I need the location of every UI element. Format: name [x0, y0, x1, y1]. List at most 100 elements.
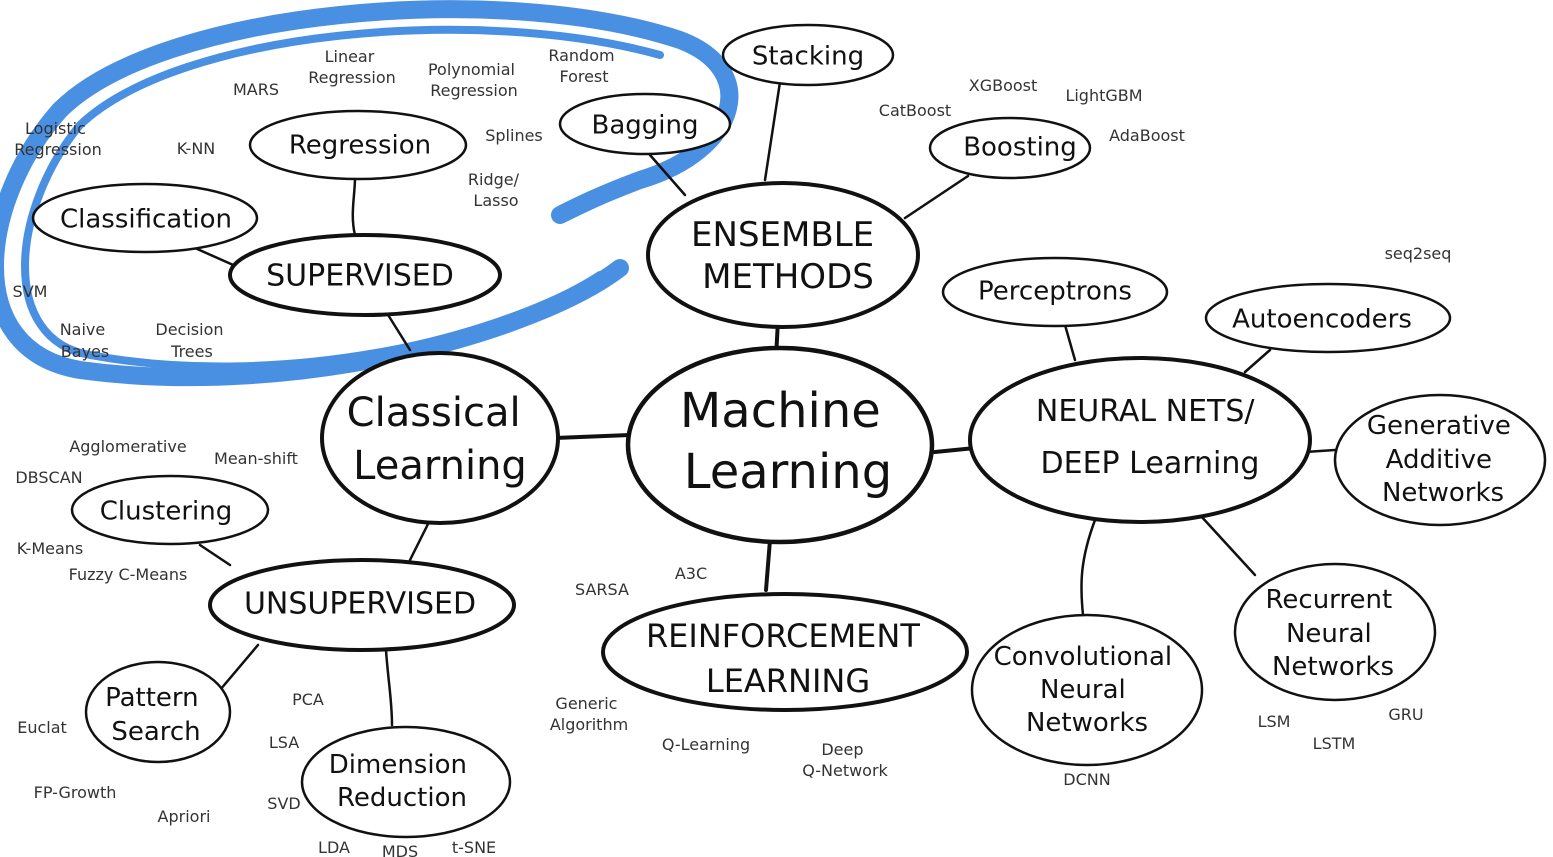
- leaf-splines: Splines: [485, 126, 543, 145]
- leaf-decision-trees: Decision Trees: [155, 320, 228, 361]
- center-node-shape: [625, 345, 935, 545]
- cnn-line-2: Neural: [1040, 675, 1126, 705]
- leaf-linear-regression: Linear Regression: [308, 47, 396, 87]
- leaf-q-learning-line-1: Q-Learning: [662, 735, 750, 754]
- dimension-reduction-node-shape: [300, 725, 512, 839]
- center-node-label: Machine Learning: [680, 383, 896, 500]
- cnn-line-3: Networks: [1026, 708, 1148, 738]
- leaf-ridge-lasso: Ridge/ Lasso: [468, 170, 524, 210]
- stacking-node-shape: [721, 23, 895, 87]
- leaf-euclat: Euclat: [17, 718, 67, 737]
- leaf-generic-line-2: Algorithm: [550, 715, 628, 734]
- reinforcement-label-line-2: LEARNING: [706, 662, 870, 700]
- boosting-node-shape: [928, 116, 1092, 180]
- leaf-gru-line-1: GRU: [1388, 705, 1423, 724]
- leaf-ridge-line-1: Ridge/: [468, 170, 520, 189]
- classification-node-shape: [31, 182, 259, 254]
- leaf-linear-line-1: Linear: [325, 47, 375, 66]
- leaf-pca-line-1: PCA: [292, 690, 324, 709]
- leaf-fp-growth-line-1: FP-Growth: [34, 783, 117, 802]
- reinforcement-label-line-1: REINFORCEMENT: [646, 617, 920, 655]
- leaf-svm: SVM: [13, 282, 48, 301]
- link-neural-cnn: [1080, 518, 1097, 617]
- classical-label-line-1: Classical: [347, 390, 521, 436]
- leaf-naive-line-2: Bayes: [61, 342, 109, 361]
- link-neural-autoencoders: [1243, 348, 1272, 374]
- classical-label-line-2: Learning: [353, 443, 527, 489]
- leaf-a3c: A3C: [675, 564, 707, 583]
- leaf-lstm-line-1: LSTM: [1313, 734, 1356, 753]
- leaf-tsne-line-1: t-SNE: [452, 838, 496, 857]
- leaf-sarsa: SARSA: [575, 580, 629, 599]
- links: [193, 80, 1337, 727]
- classification-node-label: Classification: [60, 205, 232, 235]
- leaf-xgboost: XGBoost: [969, 76, 1038, 95]
- rnn-line-1: Recurrent: [1266, 585, 1393, 615]
- supervised-node-shape: [228, 233, 502, 317]
- leaf-polynomial-line-2: Regression: [430, 81, 518, 100]
- gan-line-1: Generative: [1367, 411, 1511, 441]
- leaf-xgboost-line-1: XGBoost: [969, 76, 1038, 95]
- boosting-node-label: Boosting: [963, 133, 1077, 163]
- link-center-reinforcement: [764, 538, 772, 592]
- leaf-random-forest-line-1: Random: [548, 46, 614, 65]
- leaf-tsne: t-SNE: [452, 838, 496, 857]
- leaf-euclat-line-1: Euclat: [17, 718, 67, 737]
- bagging-node-shape: [558, 92, 732, 156]
- leaf-apriori-line-1: Apriori: [158, 807, 211, 826]
- regression-node-shape: [248, 109, 468, 181]
- leaf-lsa-line-1: LSA: [269, 733, 299, 752]
- pattern-search-node-label: Pattern Search: [105, 683, 207, 747]
- ensemble-node-label: ENSEMBLE METHODS: [691, 215, 885, 297]
- gan-node-shape: [1333, 393, 1547, 527]
- perceptrons-node-shape: [941, 256, 1169, 328]
- leaf-naive-bayes: Naive Bayes: [60, 320, 111, 361]
- dimension-reduction-node-label: Dimension Reduction: [329, 750, 475, 813]
- leaf-random-forest: Random Forest: [548, 46, 619, 86]
- leaf-lda: LDA: [318, 838, 350, 857]
- pattern-search-line-1: Pattern: [105, 683, 199, 713]
- leaf-generic-line-1: Generic: [555, 694, 617, 713]
- leaf-svd: SVD: [267, 794, 300, 813]
- leaf-lightgbm-line-1: LightGBM: [1065, 86, 1142, 105]
- link-center-classical: [553, 433, 632, 440]
- link-ensemble-stacking: [763, 80, 782, 182]
- leaf-labels: MARS Linear Regression Polynomial Regres…: [13, 46, 1452, 857]
- center-label-line-1: Machine: [680, 383, 881, 439]
- link-classical-supervised: [383, 308, 412, 352]
- dimension-reduction-line-1: Dimension: [329, 750, 467, 780]
- leaf-lstm: LSTM: [1313, 734, 1356, 753]
- link-neural-rnn: [1198, 513, 1257, 577]
- rnn-node-label: Recurrent Neural Networks: [1266, 585, 1401, 682]
- link-unsupervised-clustering: [198, 543, 232, 567]
- center-label-line-2: Learning: [684, 444, 892, 500]
- reinforcement-node-shape: [601, 592, 969, 712]
- leaf-deep-q-line-1: Deep: [821, 740, 863, 759]
- ensemble-node-shape: [646, 181, 920, 329]
- link-unsupervised-pattern: [218, 643, 260, 692]
- leaf-seq2seq: seq2seq: [1385, 244, 1452, 263]
- gan-node-label: Generative Additive Networks: [1367, 411, 1519, 508]
- leaf-svd-line-1: SVD: [267, 794, 300, 813]
- leaf-linear-line-2: Regression: [308, 68, 396, 87]
- leaf-logistic-line-1: Logistic: [25, 119, 86, 138]
- classical-node-shape: [320, 351, 560, 525]
- reinforcement-node-label: REINFORCEMENT LEARNING: [646, 617, 930, 700]
- leaf-logistic-line-2: Regression: [14, 140, 102, 159]
- leaf-svm-line-1: SVM: [13, 282, 48, 301]
- rnn-node-shape: [1233, 562, 1437, 702]
- leaf-splines-line-1: Splines: [485, 126, 543, 145]
- node-shapes: [31, 23, 1547, 839]
- leaf-lsa: LSA: [269, 733, 299, 752]
- highlight-inner-stroke: [21, 25, 664, 371]
- leaf-a3c-line-1: A3C: [675, 564, 707, 583]
- link-center-neural: [933, 446, 977, 454]
- neural-label-line-1: NEURAL NETS/: [1036, 394, 1256, 429]
- leaf-mds: MDS: [382, 842, 418, 857]
- cnn-node-shape: [970, 613, 1204, 767]
- link-unsupervised-dimension: [384, 648, 394, 727]
- ensemble-label-line-2: METHODS: [702, 257, 874, 297]
- regression-node-label: Regression: [289, 131, 431, 161]
- leaf-mars: MARS: [233, 80, 279, 99]
